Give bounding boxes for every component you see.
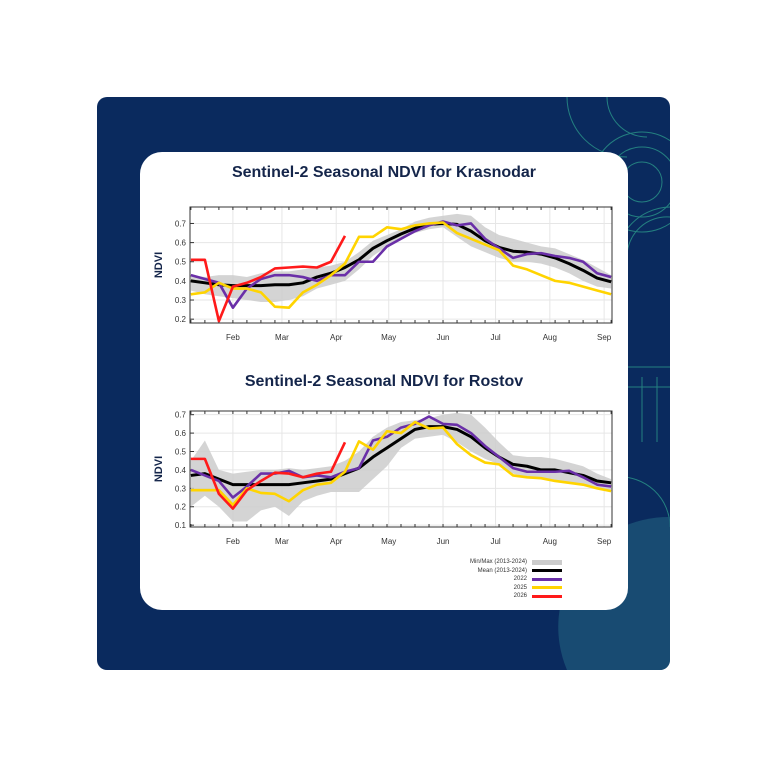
legend-label: 2022 [513, 576, 528, 583]
series-line-2025 [190, 221, 612, 309]
legend-label: 2025 [513, 584, 528, 591]
ndvi-chart-rostov: Feb Mar Apr May Jun Jul Aug Sep 0.1 0.2 0.3 0.4 0.5 0… [153, 410, 613, 546]
x-tick-label: May [381, 333, 396, 342]
x-tick-label: Jul [490, 333, 500, 342]
plot-frame [189, 206, 613, 324]
y-tick-label: 0.6 [175, 239, 187, 248]
plot-area [190, 207, 612, 323]
y-tick-label: 0.6 [175, 429, 187, 438]
legend-swatch [532, 586, 563, 590]
x-tick-label: Sep [597, 537, 612, 546]
x-tick-label: Jul [490, 537, 500, 546]
series-line-2022 [190, 220, 612, 309]
y-tick-label: 0.2 [175, 315, 187, 324]
series-line-2022 [190, 415, 612, 499]
ndvi-chart-krasnodar: Feb Mar Apr May Jun Jul Aug Sep 0.2 0.3 0.4 0.5 0.6 0… [153, 206, 613, 342]
y-tick-label: 0.4 [175, 277, 187, 286]
x-tick-label: Jun [437, 537, 450, 546]
legend-item-2025: 2025 [470, 584, 563, 593]
legend-swatch [532, 577, 563, 581]
series-line-2026 [190, 235, 347, 323]
legend-label: Mean (2013-2024) [477, 567, 528, 574]
x-tick-label: Mar [275, 333, 289, 342]
legend-swatch [532, 569, 563, 573]
legend-label: Min/Max (2013-2024) [470, 559, 528, 566]
x-tick-label: Jun [437, 333, 450, 342]
x-tick-label: Aug [543, 537, 557, 546]
y-tick-label: 0.7 [175, 411, 187, 420]
plot-frame [189, 410, 613, 528]
y-tick-label: 0.4 [175, 466, 187, 475]
legend: Min/Max (2013-2024) Mean (2013-2024) 202… [470, 558, 563, 601]
y-tick-label: 0.7 [175, 219, 187, 228]
y-tick-label: 0.2 [175, 503, 187, 512]
series-line-2026 [190, 441, 347, 510]
x-tick-label: Apr [330, 333, 343, 342]
x-tick-label: Aug [543, 333, 557, 342]
chart-card: Sentinel-2 Seasonal NDVI for Krasnodar F… [140, 152, 628, 610]
x-tick-label: Feb [226, 537, 240, 546]
chart-title-rostov: Sentinel-2 Seasonal NDVI for Rostov [244, 373, 524, 390]
y-tick-label: 0.5 [175, 448, 187, 457]
series-line-mean-2013-2024- [190, 425, 612, 487]
series-line-2025 [190, 420, 612, 507]
x-tick-label: Mar [275, 537, 289, 546]
legend-swatch [532, 594, 563, 598]
legend-item-band: Min/Max (2013-2024) [470, 558, 563, 567]
x-tick-label: May [381, 537, 396, 546]
y-axis-label: NDVI [153, 252, 165, 278]
legend-label: 2026 [513, 593, 528, 600]
y-tick-label: 0.1 [175, 521, 187, 530]
legend-item-2026: 2026 [470, 592, 563, 601]
x-tick-label: Feb [226, 333, 240, 342]
y-axis-label: NDVI [153, 456, 165, 482]
y-tick-label: 0.5 [175, 258, 187, 267]
minmax-band [190, 213, 612, 302]
legend-item-mean: Mean (2013-2024) [470, 567, 563, 576]
legend-item-2022: 2022 [470, 575, 563, 584]
y-tick-label: 0.3 [175, 484, 187, 493]
x-tick-label: Sep [597, 333, 612, 342]
y-tick-label: 0.3 [175, 296, 187, 305]
chart-title-krasnodar: Sentinel-2 Seasonal NDVI for Krasnodar [231, 164, 537, 181]
legend-swatch [532, 559, 563, 565]
x-tick-label: Apr [330, 537, 343, 546]
